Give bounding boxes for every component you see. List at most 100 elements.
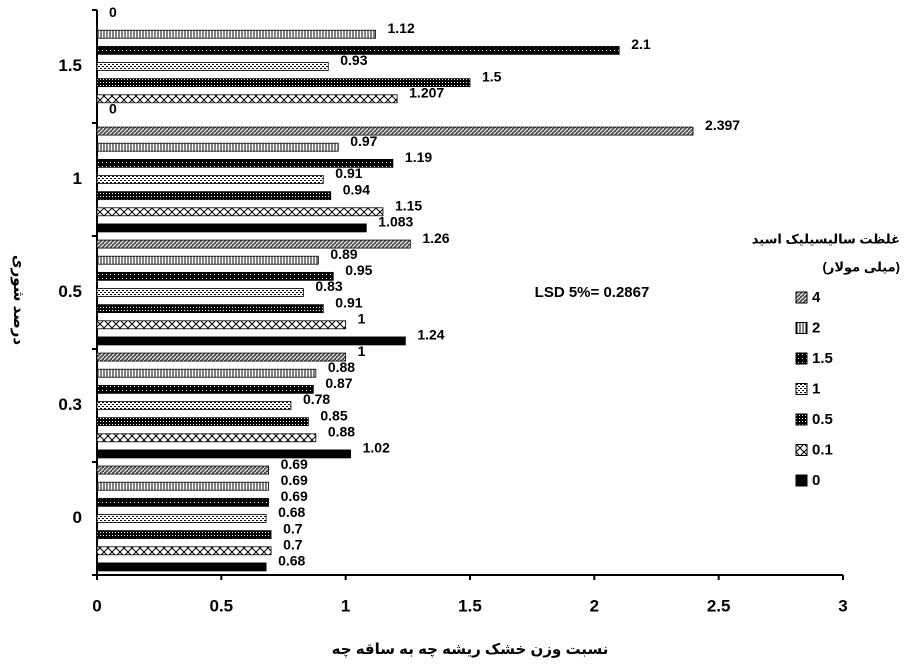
bar [96, 497, 269, 507]
bar [96, 126, 694, 136]
y-tick-label: 0 [73, 508, 82, 527]
bar [96, 336, 406, 346]
value-label: 0.7 [283, 520, 303, 536]
value-label: 1.19 [405, 149, 432, 165]
legend-label: 1.5 [812, 350, 833, 367]
bar [96, 384, 314, 394]
value-label: 0.88 [328, 359, 355, 375]
value-label: 0.69 [281, 488, 308, 504]
x-tick-label: 3 [838, 596, 847, 615]
value-label: 0.69 [281, 456, 308, 472]
value-label: 0.68 [278, 504, 305, 520]
legend-label: 0.1 [812, 441, 833, 458]
y-tick-label: 1 [73, 169, 82, 188]
x-tick-label: 2.5 [707, 596, 731, 615]
legend-marker [795, 352, 808, 365]
value-label: 0.88 [328, 423, 355, 439]
value-label: 0.68 [278, 553, 305, 569]
legend-label: 4 [812, 289, 821, 306]
bar [96, 352, 347, 362]
value-label: 1.207 [409, 84, 444, 100]
value-label: 1.15 [395, 197, 422, 213]
bar [96, 433, 317, 443]
bar [96, 175, 324, 184]
value-label: 0.97 [350, 133, 377, 149]
value-label: 2.1 [631, 36, 651, 52]
bar [96, 546, 272, 556]
bar [96, 417, 309, 427]
value-label: 0.89 [330, 246, 357, 262]
legend-label: 0 [812, 472, 820, 489]
legend-label: 2 [812, 319, 820, 336]
bar [96, 465, 269, 475]
legend-marker [795, 413, 808, 426]
y-tick-label: 0.5 [58, 282, 82, 301]
bar [96, 368, 317, 378]
legend-marker [795, 383, 808, 395]
value-label: 1.26 [422, 230, 449, 246]
value-label: 0.93 [340, 52, 367, 68]
value-label: 0.87 [325, 375, 352, 391]
bar [96, 62, 329, 71]
x-tick-label: 0 [92, 596, 101, 615]
annotation: LSD 5%= 0.2867 [535, 284, 650, 301]
value-label: 1 [358, 343, 366, 359]
y-tick-label: 1.5 [58, 56, 82, 75]
bar [96, 271, 334, 281]
legend-marker [795, 322, 808, 334]
value-label: 1.083 [378, 214, 413, 230]
value-label: 0.83 [315, 278, 342, 294]
value-label: 1 [358, 310, 366, 326]
value-label: 0 [109, 4, 117, 20]
value-label: 0.91 [335, 165, 362, 181]
bar [96, 223, 367, 233]
value-label: 0.69 [281, 472, 308, 488]
legend-marker [795, 444, 808, 456]
y-tick-label: 0.3 [58, 395, 82, 414]
value-label: 2.397 [705, 117, 740, 133]
x-tick-label: 2 [590, 596, 599, 615]
bar [96, 255, 319, 265]
bar [96, 239, 411, 249]
y-axis-title: درصد شوری [10, 255, 27, 346]
bar [96, 207, 384, 217]
bar [96, 481, 269, 491]
bar [96, 530, 272, 540]
legend-title: (میلی مولار) [823, 259, 900, 274]
bar [96, 562, 267, 572]
bar [96, 191, 332, 201]
legend-label: 0.5 [812, 411, 833, 428]
value-label: 0.91 [335, 294, 362, 310]
value-label: 1.24 [417, 327, 444, 343]
value-label: 1.02 [363, 440, 390, 456]
value-label: 0.95 [345, 262, 372, 278]
bar [96, 320, 347, 330]
bar [96, 401, 292, 410]
bar [96, 94, 398, 104]
legend-marker [795, 474, 808, 487]
bar [96, 449, 352, 459]
bar [96, 142, 339, 152]
bar [96, 158, 394, 168]
bar [96, 29, 376, 39]
x-tick-label: 0.5 [210, 596, 234, 615]
bar [96, 45, 620, 55]
value-label: 1.12 [388, 20, 415, 36]
x-tick-label: 1 [341, 596, 350, 615]
value-label: 0.7 [283, 536, 303, 552]
bar [96, 288, 304, 297]
x-axis-title: نسبت وزن خشک ریشه چه به ساقه چه [332, 641, 609, 659]
value-label: 0.94 [343, 181, 370, 197]
value-label: 0 [109, 101, 117, 117]
legend-title: غلظت سالیسیلیک اسید [752, 231, 900, 246]
value-label: 0.78 [303, 391, 330, 407]
x-tick-label: 1.5 [458, 596, 482, 615]
bar [96, 78, 471, 88]
legend-marker [795, 291, 808, 304]
legend-label: 1 [812, 380, 820, 397]
value-label: 0.85 [320, 407, 347, 423]
bar [96, 514, 267, 523]
bar [96, 304, 324, 314]
